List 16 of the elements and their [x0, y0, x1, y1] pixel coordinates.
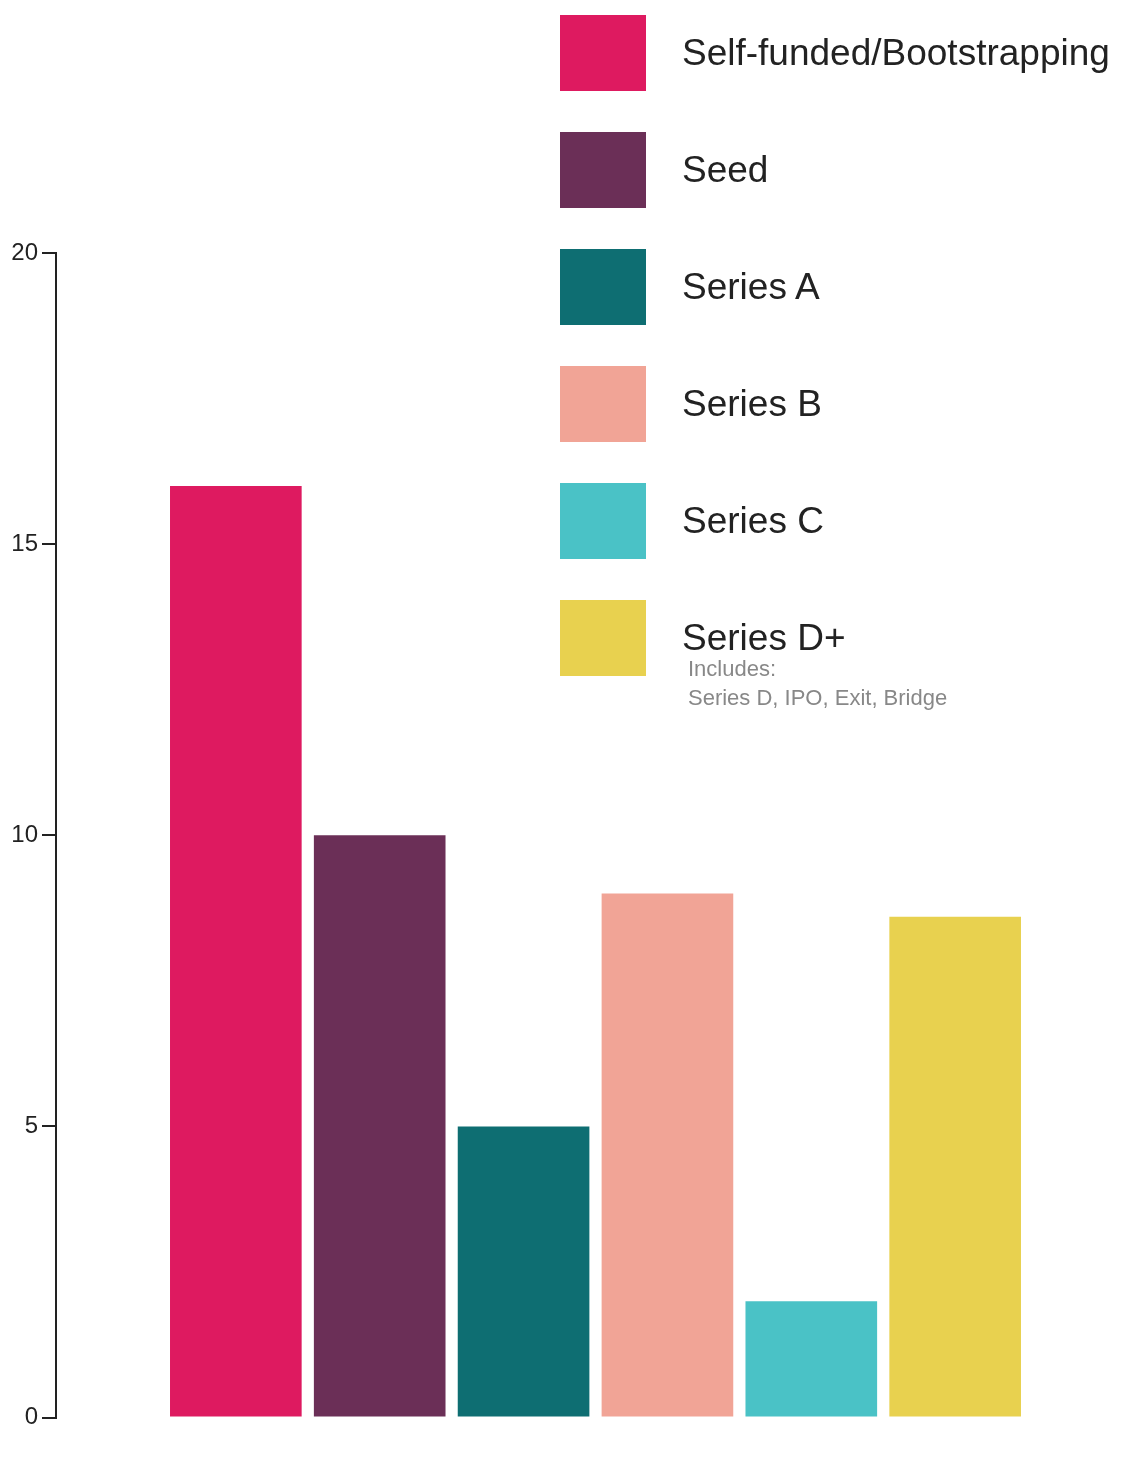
bar	[601, 893, 734, 1417]
legend-label: Series A	[682, 265, 820, 308]
bar	[313, 835, 446, 1417]
y-tick-label: 15	[11, 528, 38, 556]
bar	[457, 1126, 590, 1417]
y-tick-label: 20	[11, 237, 38, 265]
bar	[889, 916, 1021, 1417]
bar	[170, 485, 302, 1417]
legend-label: Self-funded/Bootstrapping	[682, 31, 1110, 74]
y-tick-label: 0	[24, 1402, 38, 1430]
y-tick-label: 10	[11, 819, 38, 847]
legend-label: Series C	[682, 499, 824, 542]
legend-label: Seed	[682, 148, 769, 191]
legend-label: Series B	[682, 382, 822, 425]
y-tick-label: 5	[24, 1111, 38, 1139]
bar	[745, 1301, 878, 1417]
